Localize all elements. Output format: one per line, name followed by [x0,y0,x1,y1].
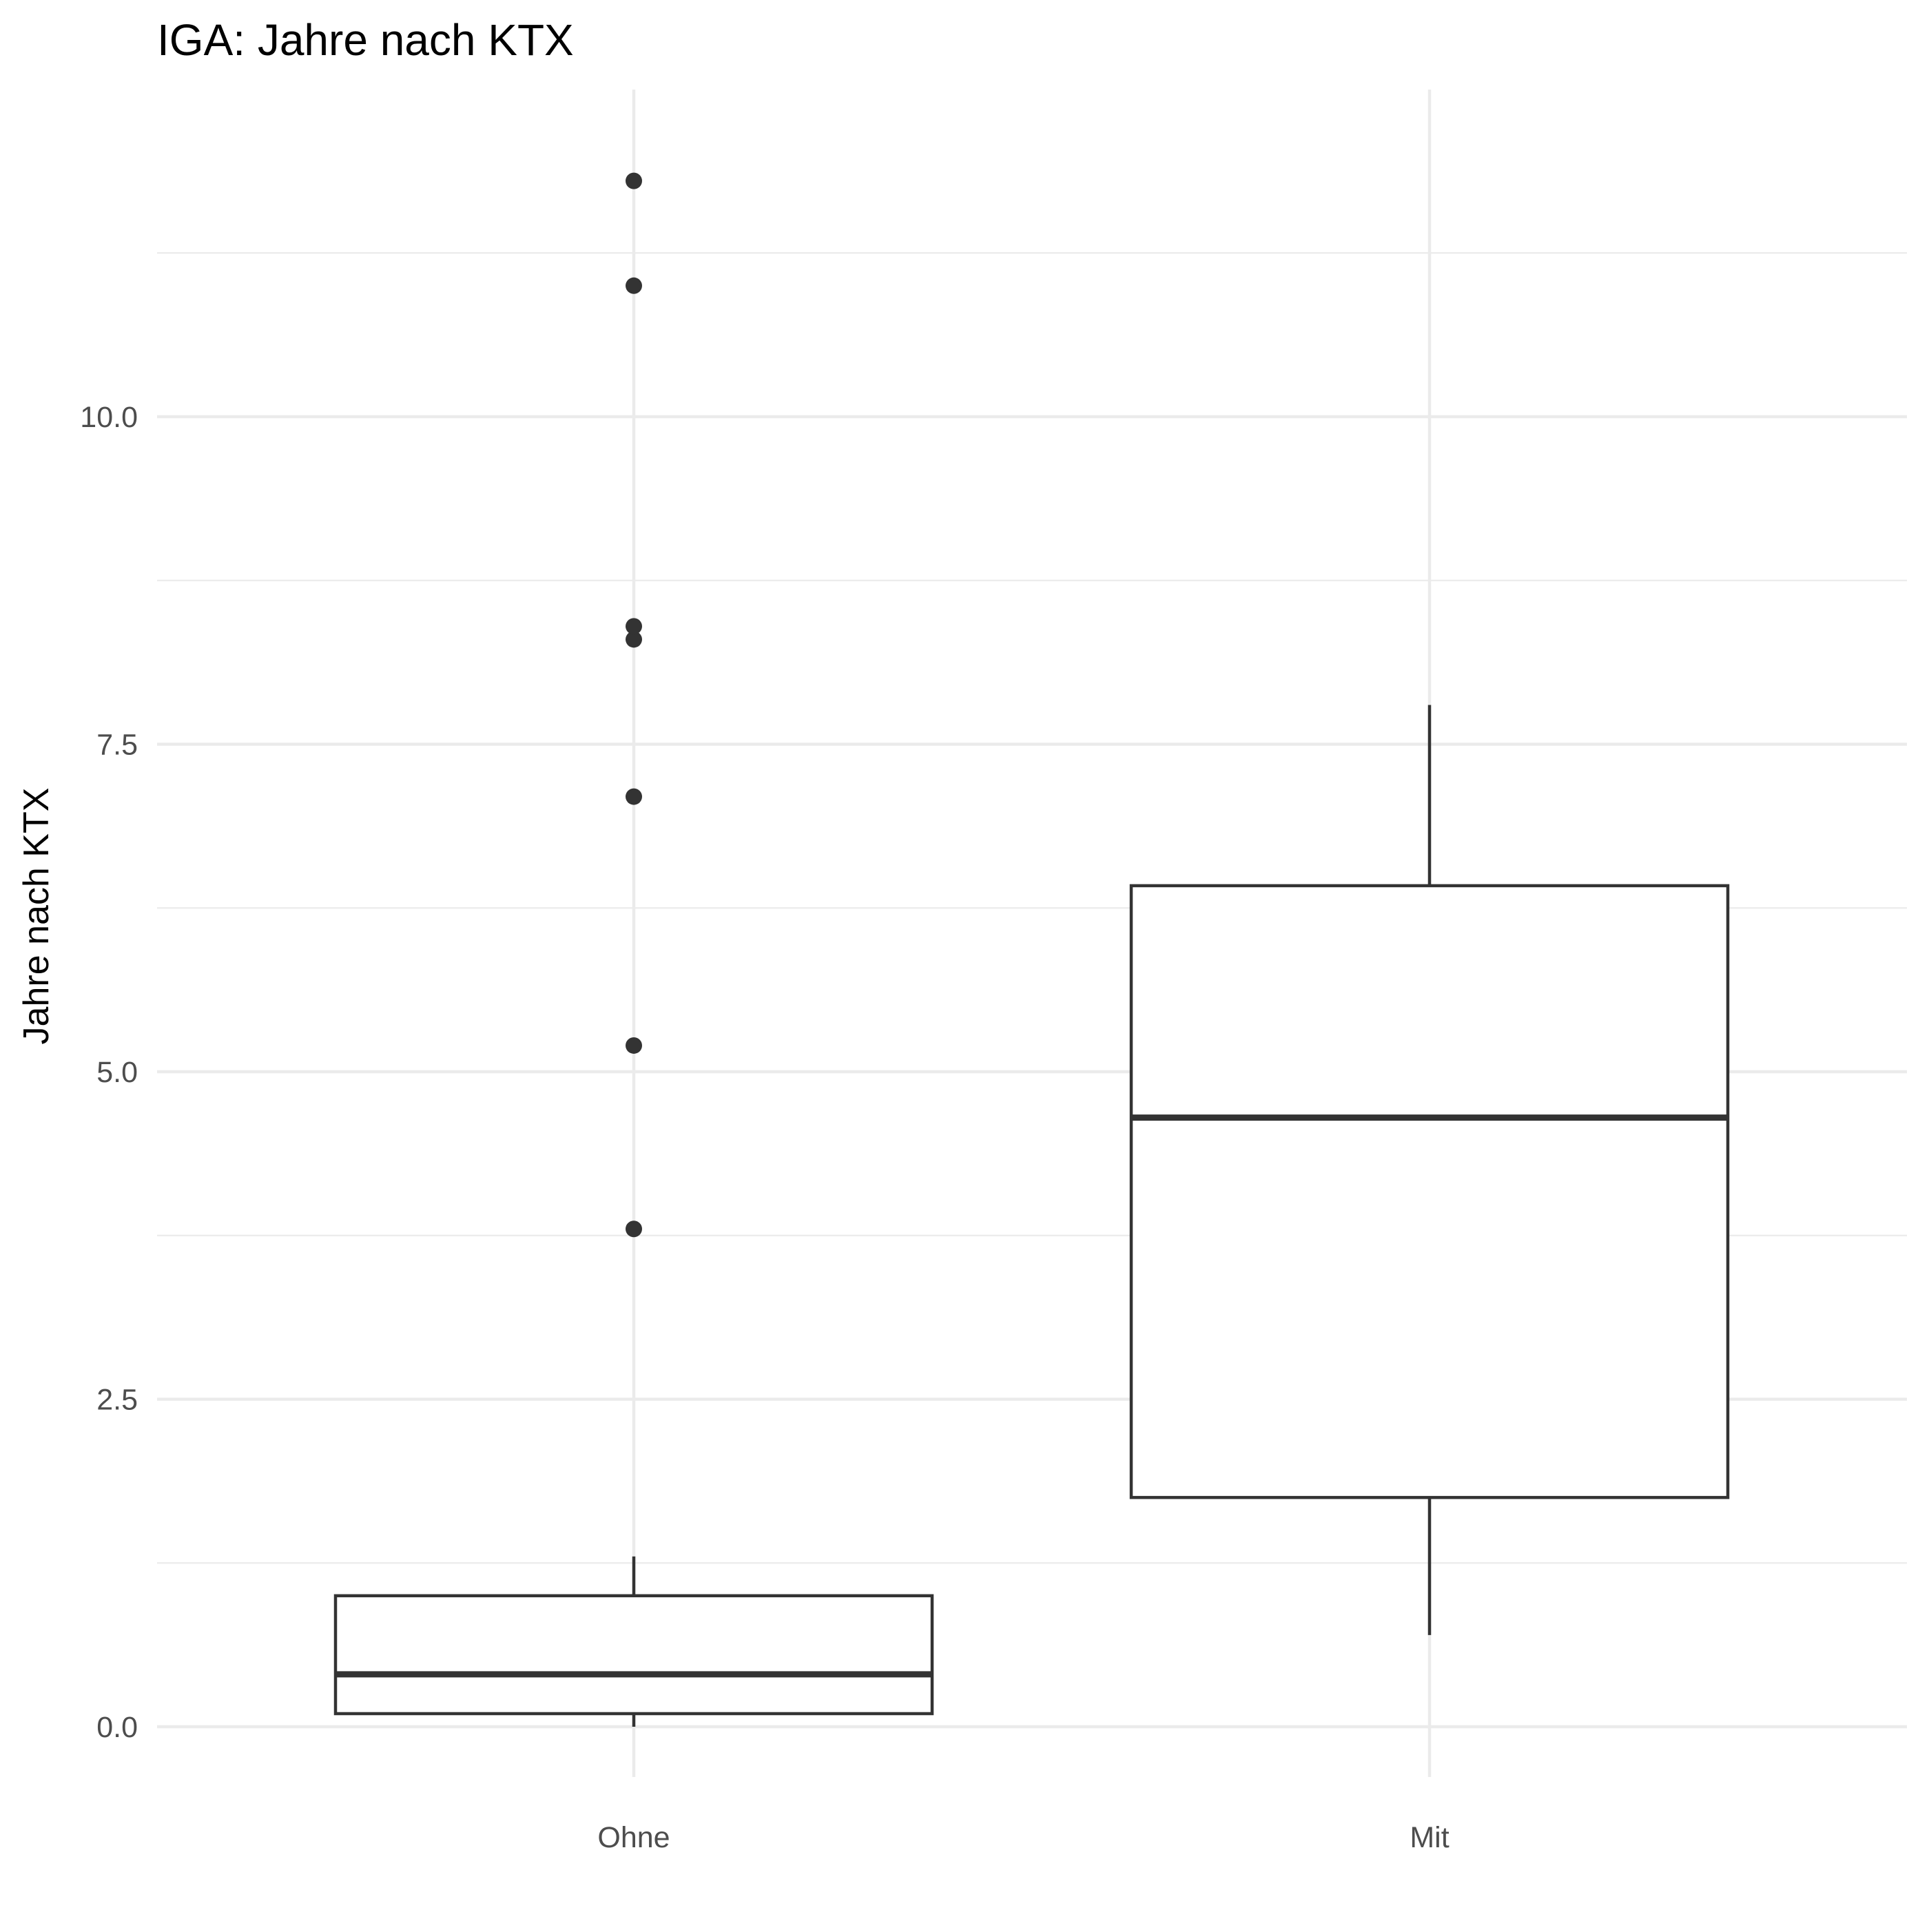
y-tick-label: 10.0 [80,401,138,434]
outlier-point [626,788,642,805]
y-tick-label: 0.0 [96,1711,138,1744]
y-tick-label: 2.5 [96,1384,138,1417]
y-tick-label: 7.5 [96,729,138,762]
outlier-point [626,277,642,294]
box-mit [1129,705,1730,1635]
iqr-box [1129,884,1730,1499]
chart-title: IGA: Jahre nach KTX [157,15,574,65]
outlier-point [626,631,642,648]
x-tick-label: Mit [1410,1821,1449,1854]
outlier-point [626,1221,642,1238]
y-tick-label: 5.0 [96,1056,138,1089]
outlier-point [626,172,642,189]
y-axis-title: Jahre nach KTX [17,788,56,1045]
grid-lines [157,90,1907,1777]
axis-ticks: 0.0 2.5 5.0 7.5 10.0 Ohne Mit [80,401,1449,1854]
outlier-point [626,1037,642,1054]
iqr-box [333,1594,934,1716]
box-ohne [333,172,934,1727]
boxes [333,172,1730,1727]
x-tick-label: Ohne [597,1821,670,1854]
outlier-point [626,618,642,635]
